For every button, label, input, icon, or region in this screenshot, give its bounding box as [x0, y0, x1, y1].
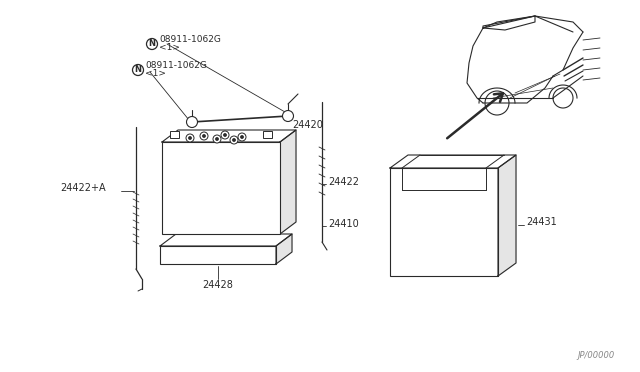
Circle shape: [189, 137, 191, 139]
Bar: [263, 131, 272, 138]
Polygon shape: [276, 234, 292, 264]
Polygon shape: [160, 234, 292, 246]
Text: 24420: 24420: [292, 120, 323, 130]
Circle shape: [485, 91, 509, 115]
Polygon shape: [280, 130, 296, 234]
Circle shape: [224, 134, 226, 136]
Polygon shape: [162, 130, 296, 142]
Circle shape: [282, 110, 294, 122]
Circle shape: [203, 135, 205, 137]
Circle shape: [216, 138, 218, 140]
Bar: [162, 142, 280, 234]
Text: N: N: [134, 65, 141, 74]
Text: 24422: 24422: [328, 177, 359, 187]
Text: 24410: 24410: [328, 219, 359, 229]
Circle shape: [200, 132, 208, 140]
Circle shape: [221, 131, 229, 139]
Circle shape: [213, 135, 221, 143]
Circle shape: [553, 88, 573, 108]
Text: N: N: [148, 39, 156, 48]
Text: <1>: <1>: [145, 70, 166, 78]
Text: 08911-1062G: 08911-1062G: [159, 35, 221, 44]
Circle shape: [147, 38, 157, 49]
Text: 24422+A: 24422+A: [60, 183, 106, 193]
Bar: [390, 168, 498, 276]
Text: 08911-1062G: 08911-1062G: [145, 61, 207, 70]
Text: JP/00000: JP/00000: [578, 351, 615, 360]
Circle shape: [241, 136, 243, 138]
Circle shape: [233, 139, 236, 141]
Circle shape: [186, 116, 198, 128]
Circle shape: [132, 64, 143, 76]
Text: 24431: 24431: [526, 217, 557, 227]
Bar: [160, 246, 276, 264]
Circle shape: [186, 134, 194, 142]
Polygon shape: [498, 155, 516, 276]
Bar: [170, 131, 179, 138]
Polygon shape: [390, 155, 516, 168]
Circle shape: [238, 133, 246, 141]
Text: <1>: <1>: [159, 44, 180, 52]
Circle shape: [230, 136, 238, 144]
Text: 24428: 24428: [203, 280, 234, 290]
